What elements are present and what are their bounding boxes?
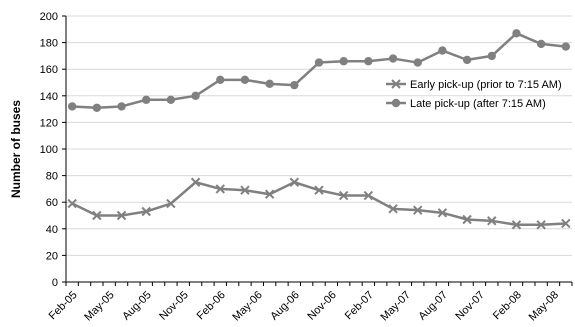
data-point: [240, 75, 250, 85]
x-tick-label: May-05: [82, 289, 116, 323]
data-point: [363, 190, 374, 201]
y-tick-label: 40: [46, 224, 58, 236]
data-point: [265, 79, 274, 89]
data-series: [67, 29, 571, 230]
y-tick-label: 100: [40, 144, 58, 156]
y-tick-label: 180: [40, 38, 58, 50]
data-point: [191, 91, 200, 101]
data-point: [190, 177, 201, 187]
x-tick-label: Nov-06: [305, 289, 339, 323]
data-point: [462, 214, 472, 225]
y-tick-label: 140: [40, 91, 58, 103]
y-tick-label: 200: [40, 11, 58, 23]
data-point: [142, 95, 151, 104]
x-tick-label: May-08: [527, 289, 561, 323]
legend-item: Late pick-up (after 7:15 AM): [386, 98, 546, 110]
data-point: [388, 54, 398, 63]
x-tick-label: Aug-06: [268, 289, 302, 323]
data-point: [364, 57, 373, 66]
data-point: [92, 103, 102, 112]
data-point: [536, 39, 546, 49]
legend-label: Late pick-up (after 7:15 AM): [410, 98, 546, 110]
data-point: [437, 208, 448, 218]
data-point: [561, 42, 571, 51]
data-point: [487, 51, 496, 61]
x-tick-label: May-07: [379, 289, 413, 323]
data-point: [67, 102, 77, 111]
series-line: [71, 181, 566, 227]
data-point: [141, 206, 151, 217]
data-point: [166, 198, 176, 209]
legend-item: Early pick-up (prior to 7:15 AM): [386, 79, 562, 91]
data-point: [314, 185, 324, 195]
data-point: [216, 75, 225, 85]
y-tick-label: 60: [46, 197, 58, 209]
y-tick-label: 120: [40, 117, 58, 129]
data-point: [438, 46, 447, 55]
legend: Early pick-up (prior to 7:15 AM) Late pic…: [386, 79, 562, 110]
data-point: [117, 102, 126, 111]
data-point: [264, 189, 275, 199]
y-tick-labels: 0 20 40 60 80 100 120 140 160 180 200: [40, 11, 66, 289]
data-point: [166, 95, 176, 104]
x-tick-label: Nov-07: [453, 289, 487, 323]
data-point: [561, 218, 571, 229]
x-tick-label: Feb-05: [47, 289, 80, 322]
x-marker: [391, 79, 401, 89]
data-point: [487, 216, 497, 226]
y-axis-title: Number of buses: [9, 100, 23, 198]
x-tick-label: Feb-08: [491, 289, 524, 322]
series-late-pick-up: [67, 29, 571, 112]
data-point: [339, 57, 348, 66]
legend-label: Early pick-up (prior to 7:15 AM): [410, 79, 562, 91]
data-point: [413, 205, 423, 215]
x-tick-label: Nov-05: [157, 289, 191, 323]
data-point: [536, 220, 546, 230]
y-tick-label: 160: [40, 64, 58, 76]
data-point: [338, 190, 349, 201]
data-point: [67, 198, 77, 209]
data-point: [290, 80, 299, 90]
x-tick-labels: Feb-05 May-05 Aug-05 Nov-05 Feb-06 May-06 Aug-…: [47, 282, 573, 324]
data-point: [289, 177, 300, 187]
data-point: [240, 185, 250, 195]
data-point: [388, 204, 398, 214]
data-point: [314, 58, 324, 67]
data-point: [413, 58, 422, 67]
circle-marker: [391, 98, 401, 108]
x-tick-label: May-06: [230, 289, 264, 323]
x-tick-label: Feb-06: [195, 289, 228, 322]
series-early-pick-up: [67, 177, 571, 230]
data-point: [215, 184, 225, 194]
data-point: [511, 220, 522, 230]
data-point: [462, 55, 472, 65]
x-tick-label: Aug-05: [120, 289, 154, 323]
x-tick-label: Aug-07: [416, 289, 450, 323]
y-tick-label: 20: [46, 250, 58, 262]
y-tick-label: 0: [52, 277, 58, 289]
gridlines: [66, 15, 572, 256]
data-point: [512, 29, 521, 38]
x-tick-label: Feb-07: [343, 289, 376, 322]
data-point: [116, 210, 127, 221]
y-tick-label: 80: [46, 171, 58, 183]
data-point: [92, 210, 102, 221]
